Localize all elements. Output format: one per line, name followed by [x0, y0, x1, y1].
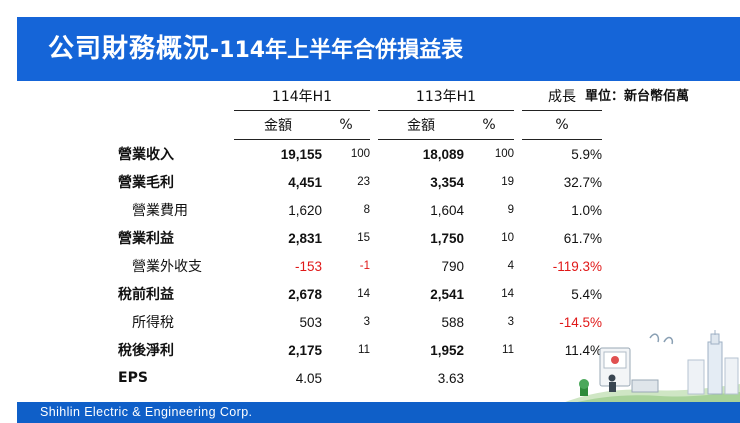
cell-114-amount: 2,678 [288, 286, 322, 302]
row-label: 營業毛利 [118, 175, 174, 191]
cell-growth: -14.5% [559, 314, 602, 330]
cell-113-percent: 14 [501, 288, 514, 300]
cell-114-percent: 14 [357, 288, 370, 300]
table-row: 營業收入 19,155 100 18,089 100 5.9% [118, 140, 602, 169]
title-bar [17, 17, 740, 81]
table-row: 稅前利益 2,678 14 2,541 14 5.4% [118, 280, 602, 308]
table-row: 營業利益 2,831 15 1,750 10 61.7% [118, 224, 602, 252]
income-statement-table: 114年H1 113年H1 成長 金額 % 金額 % % 營業收入 19,155… [118, 82, 602, 392]
cell-113-amount: 1,604 [430, 202, 464, 218]
cell-114-amount: 4.05 [295, 370, 322, 386]
table-row: 所得稅 503 3 588 3 -14.5% [118, 308, 602, 336]
row-label: 稅後淨利 [118, 343, 174, 359]
cell-114-amount: -153 [294, 258, 322, 274]
cell-114-percent: 11 [358, 344, 370, 356]
row-label: 所得稅 [132, 315, 174, 331]
cell-growth: 5.4% [571, 286, 602, 302]
cell-113-percent: 10 [501, 232, 514, 244]
cell-growth: 11.4% [564, 342, 602, 358]
table-row: 營業毛利 4,451 23 3,354 19 32.7% [118, 168, 602, 196]
title-sub: -114年上半年合併損益表 [210, 38, 464, 63]
cell-113-amount: 3,354 [430, 174, 464, 190]
cell-113-percent: 100 [494, 148, 514, 160]
cell-113-percent: 3 [507, 316, 514, 328]
table-row: 營業費用 1,620 8 1,604 9 1.0% [118, 196, 602, 224]
city-skyline-illustration [560, 330, 740, 406]
cell-114-percent: 23 [357, 176, 370, 188]
row-label: EPS [118, 370, 148, 386]
sub-header-row: 金額 % 金額 % % [118, 110, 602, 140]
cell-113-percent: 4 [507, 260, 514, 272]
cell-growth: 1.0% [571, 202, 602, 218]
cell-114-amount: 4,451 [288, 174, 322, 190]
row-label: 營業收入 [118, 146, 174, 163]
footer-bar [17, 402, 740, 423]
sub-header-percent: % [464, 110, 514, 140]
company-name: Shihlin Electric & Engineering Corp. [40, 405, 253, 419]
period-header-row: 114年H1 113年H1 成長 [118, 82, 602, 111]
cell-114-percent: 15 [357, 232, 370, 244]
cell-113-amount: 2,541 [430, 286, 464, 302]
cell-114-percent: 3 [363, 316, 370, 328]
sub-header-growth-percent: % [522, 110, 602, 140]
cell-113-percent [464, 364, 514, 392]
cell-113-amount: 1,750 [430, 230, 464, 246]
cell-114-amount: 19,155 [280, 146, 322, 162]
row-label: 營業外收支 [132, 259, 202, 275]
cell-113-percent: 19 [501, 176, 514, 188]
cell-114-percent [322, 364, 370, 392]
cell-growth: 32.7% [563, 174, 602, 190]
cell-113-percent: 11 [502, 344, 514, 356]
period-header-growth: 成長 [522, 82, 602, 111]
cell-growth: 61.7% [563, 230, 602, 246]
cell-114-amount: 1,620 [288, 202, 322, 218]
table-row: EPS 4.05 3.63 [118, 364, 602, 392]
sub-header-percent: % [322, 110, 370, 140]
cell-growth: -119.3% [552, 258, 602, 274]
cell-113-amount: 1,952 [430, 342, 464, 358]
row-label: 營業費用 [132, 203, 188, 219]
cell-114-percent: 8 [363, 204, 370, 216]
cell-113-amount: 588 [441, 314, 464, 330]
unit-label: 單位：新台幣佰萬 [585, 89, 690, 104]
table-row: 營業外收支 -153 -1 790 4 -119.3% [118, 252, 602, 280]
cell-114-amount: 2,175 [288, 342, 322, 358]
cell-113-amount: 3.63 [437, 370, 464, 386]
cell-113-percent: 9 [507, 204, 514, 216]
table-row: 稅後淨利 2,175 11 1,952 11 11.4% [118, 336, 602, 364]
cell-113-amount: 18,089 [422, 146, 464, 162]
cell-113-amount: 790 [441, 258, 464, 274]
period-header-114h1: 114年H1 [234, 82, 370, 111]
cell-114-amount: 503 [299, 314, 322, 330]
cell-114-percent: -1 [359, 260, 370, 272]
title-main: 公司財務概況 [48, 34, 211, 64]
sub-header-amount: 金額 [234, 110, 322, 140]
slide-title: 公司財務概況-114年上半年合併損益表 [48, 28, 463, 65]
row-label: 稅前利益 [118, 287, 174, 303]
cell-growth: 5.9% [571, 146, 602, 162]
cell-114-amount: 2,831 [288, 230, 322, 246]
sub-header-amount: 金額 [378, 110, 464, 140]
row-label: 營業利益 [118, 231, 174, 247]
period-header-113h1: 113年H1 [378, 82, 514, 111]
cell-114-percent: 100 [350, 148, 370, 160]
